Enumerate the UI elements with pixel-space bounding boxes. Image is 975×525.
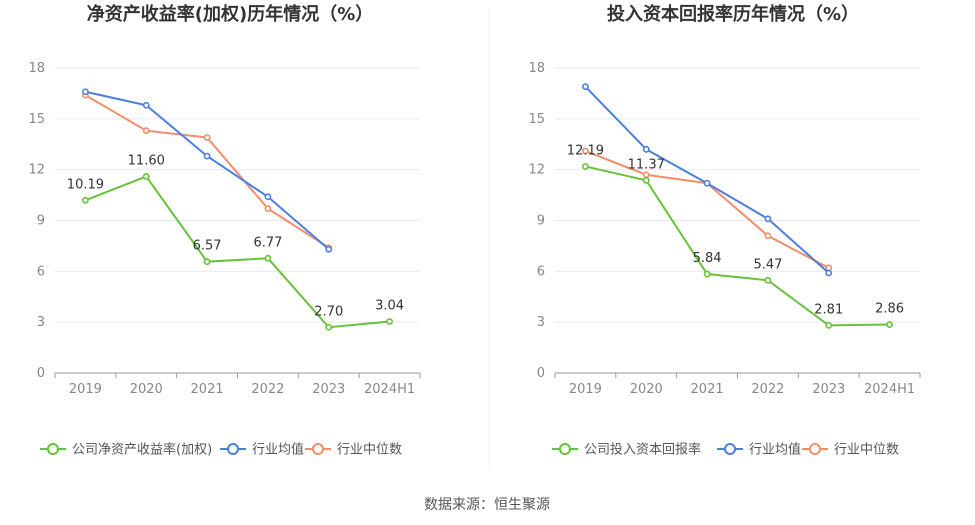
x-tick-label-0-1: 2020 [130, 382, 163, 397]
data-label-1-3: 5.47 [753, 257, 782, 272]
series-point-1-0-5 [886, 321, 893, 328]
series-point-1-2-1 [642, 171, 650, 179]
x-tick-label-0-4: 2023 [312, 382, 345, 397]
series-point-1-1-2 [703, 179, 711, 187]
y-tick-label-0-6: 18 [28, 61, 45, 76]
series-point-1-1-4 [825, 269, 833, 277]
series-point-0-2-3 [264, 205, 272, 213]
chart-title-1: 投入资本回报率历年情况（%） [607, 3, 859, 25]
data-label-1-5: 2.86 [875, 302, 904, 317]
y-tick-label-0-0: 0 [37, 366, 45, 381]
data-label-0-4: 2.70 [314, 304, 343, 319]
y-tick-label-1-3: 9 [537, 214, 545, 229]
series-point-1-0-2 [703, 270, 711, 278]
legend-label-1-0: 公司投入资本回报率 [584, 442, 701, 458]
legend-marker-1-1 [724, 443, 736, 455]
legend-marker-1-0 [559, 443, 571, 455]
series-point-0-0-3 [264, 254, 272, 262]
series-point-1-1-1 [642, 145, 650, 153]
series-point-1-0-1 [642, 176, 650, 184]
series-point-0-1-4 [325, 245, 333, 253]
series-point-0-1-0 [82, 88, 89, 96]
x-tick-label-1-5: 2024H1 [864, 382, 915, 397]
series-point-1-0-0 [582, 163, 589, 170]
x-tick-label-0-0: 2019 [69, 382, 102, 397]
x-tick-label-1-3: 2022 [751, 382, 784, 397]
series-line-0-0 [85, 175, 390, 329]
series-point-1-1-0 [582, 83, 589, 91]
legend-label-1-2: 行业中位数 [834, 443, 899, 458]
legend-marker-0-2 [312, 443, 324, 455]
series-point-1-0-4 [825, 321, 833, 329]
series-point-0-2-2 [203, 134, 211, 141]
data-label-0-5: 3.04 [375, 298, 404, 313]
chart-title-0: 净资产收益率(加权)历年情况（%） [87, 3, 374, 25]
series-point-0-1-2 [203, 152, 211, 160]
x-tick-label-1-1: 2020 [630, 382, 663, 397]
data-label-0-1: 11.60 [128, 153, 165, 168]
legend-marker-1-2 [809, 443, 821, 455]
series-point-1-0-3 [764, 276, 772, 284]
y-tick-label-1-4: 12 [528, 163, 545, 178]
series-point-0-0-4 [325, 323, 333, 331]
data-label-0-0: 10.19 [67, 177, 104, 192]
y-tick-label-0-1: 3 [37, 315, 45, 330]
y-tick-label-1-1: 3 [537, 315, 545, 330]
series-point-0-0-0 [82, 196, 89, 204]
data-label-0-2: 6.57 [193, 239, 222, 254]
x-tick-label-1-0: 2019 [569, 382, 602, 397]
legend-label-1-1: 行业均值 [749, 442, 801, 458]
y-tick-label-0-5: 15 [28, 112, 45, 127]
series-point-0-0-5 [386, 318, 393, 325]
legend-label-0-0: 公司净资产收益率(加权) [72, 442, 212, 458]
data-label-1-1: 11.37 [628, 157, 665, 172]
data-label-1-4: 2.81 [814, 302, 843, 317]
x-tick-label-0-2: 2021 [191, 382, 224, 397]
series-point-0-0-1 [142, 173, 150, 180]
y-tick-label-0-4: 12 [28, 163, 45, 178]
y-tick-label-1-5: 15 [528, 112, 545, 127]
series-point-0-1-1 [142, 101, 150, 109]
data-source: 数据来源：恒生聚源 [424, 497, 550, 513]
x-tick-label-1-4: 2023 [812, 382, 845, 397]
series-point-0-2-1 [142, 127, 150, 135]
y-tick-label-0-2: 6 [37, 264, 45, 279]
y-tick-label-1-2: 6 [537, 264, 545, 279]
series-point-1-1-3 [764, 215, 772, 223]
y-tick-label-1-0: 0 [537, 366, 545, 381]
y-tick-label-0-3: 9 [37, 214, 45, 229]
legend-marker-0-1 [227, 443, 239, 455]
y-tick-label-1-6: 18 [528, 61, 545, 76]
data-label-1-0: 12.19 [567, 143, 604, 158]
series-line-0-2 [84, 94, 330, 249]
legend-marker-0-0 [47, 443, 59, 455]
series-point-0-1-3 [264, 193, 272, 201]
x-tick-label-0-3: 2022 [251, 382, 284, 397]
series-point-1-2-3 [764, 232, 772, 240]
x-tick-label-0-5: 2024H1 [364, 382, 415, 397]
series-point-0-0-2 [203, 258, 211, 266]
x-tick-label-1-2: 2021 [691, 382, 724, 397]
data-label-0-3: 6.77 [253, 235, 282, 250]
series-point-1-2-0 [582, 147, 589, 155]
legend-label-0-2: 行业中位数 [337, 443, 402, 458]
data-label-1-2: 5.84 [693, 251, 722, 266]
legend-label-0-1: 行业均值 [252, 442, 304, 458]
series-line-1-0 [585, 165, 890, 327]
